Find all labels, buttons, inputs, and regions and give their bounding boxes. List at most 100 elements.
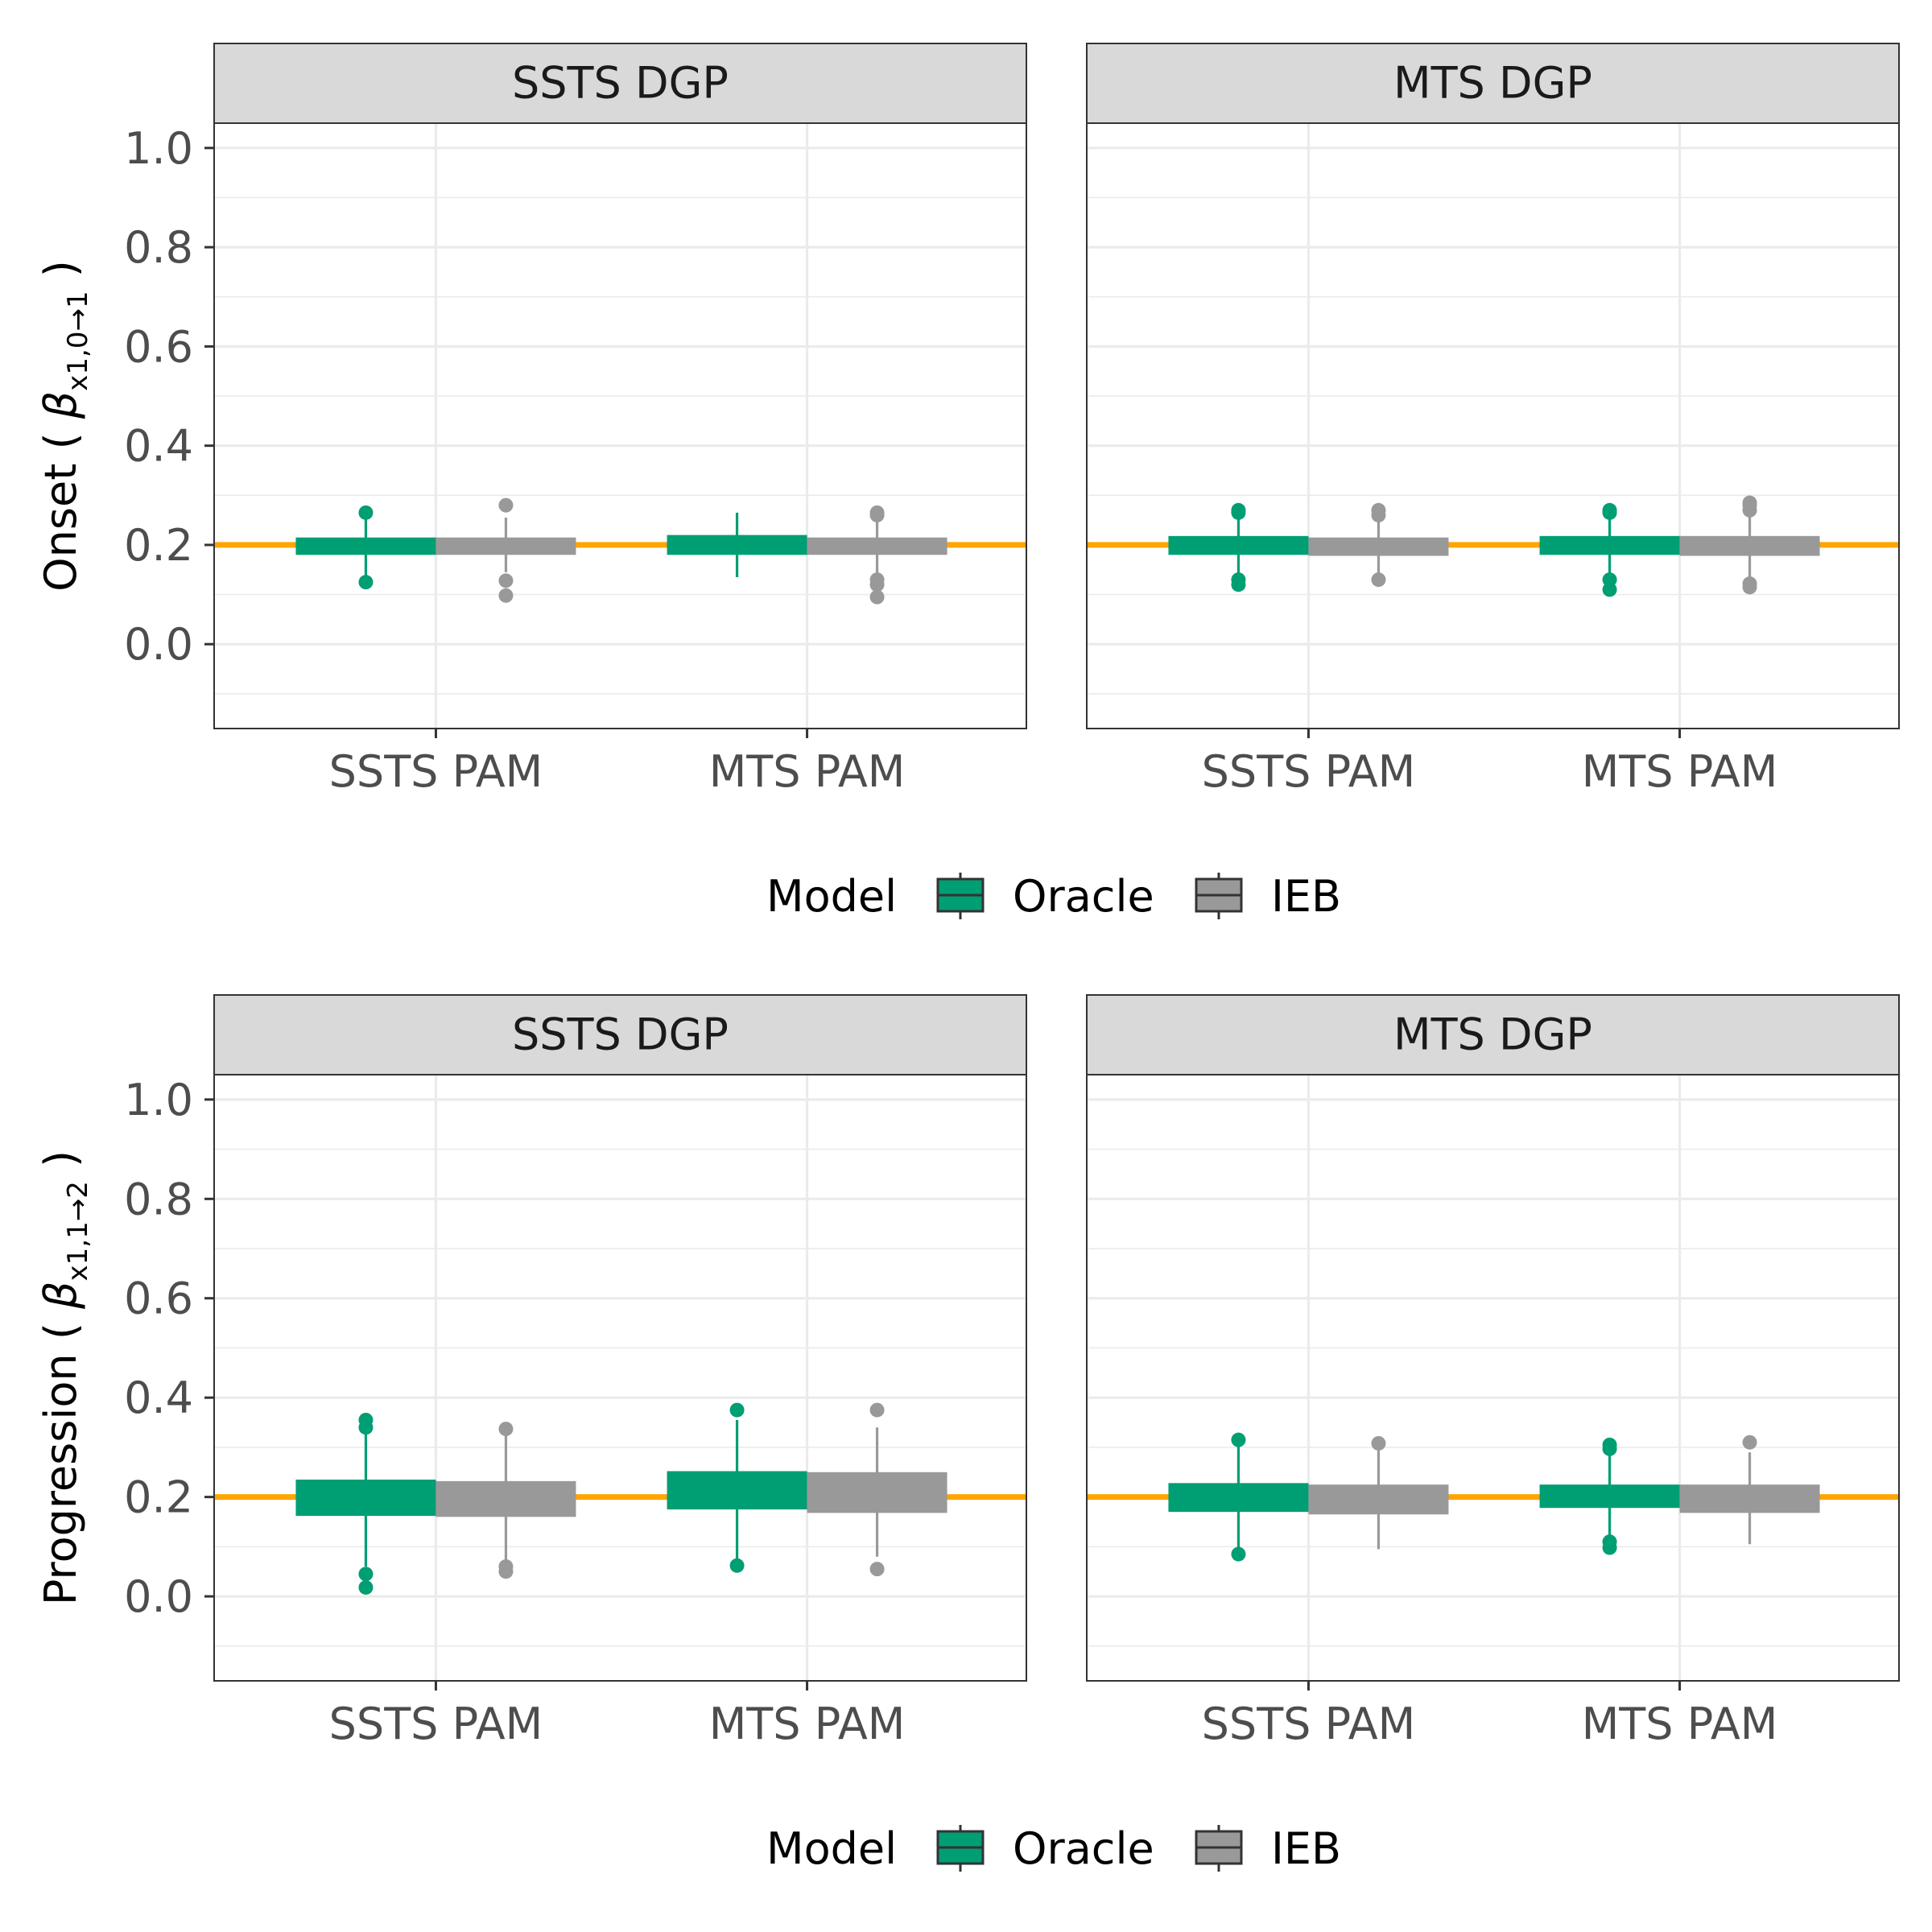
box-oracle-ssts-pam	[1168, 502, 1309, 592]
panel-background	[1087, 123, 1899, 729]
box-ieb-ssts-pam	[1308, 502, 1449, 588]
outlier-point	[1231, 577, 1246, 592]
box-oracle-ssts-pam	[295, 505, 436, 590]
x-tick-label: SSTS PAM	[329, 746, 543, 797]
outlier-point	[869, 1562, 885, 1577]
y-tick-label: 0.0	[124, 1571, 193, 1622]
outlier-point	[358, 575, 374, 590]
facet-strip	[1086, 994, 1900, 1075]
outlier-point	[1231, 1546, 1246, 1562]
box-oracle-mts-pam	[667, 512, 807, 577]
outlier-point	[1742, 580, 1757, 595]
y-tick-label: 0.2	[124, 520, 193, 571]
box-iqr	[807, 1472, 947, 1513]
y-axis-title-close: )	[35, 1150, 86, 1181]
outlier-point	[729, 1558, 745, 1573]
y-tick-label: 0.4	[124, 421, 193, 472]
box-iqr	[436, 1480, 576, 1517]
box-oracle-mts-pam	[1539, 502, 1680, 597]
outlier-point	[1602, 505, 1617, 520]
outlier-point	[1602, 582, 1617, 597]
panel-1-1: MTS DGP SSTS PAM MTS PAM	[1086, 994, 1900, 1749]
legend-key-oracle	[936, 873, 985, 919]
outlier-point	[869, 507, 885, 522]
x-tick-label: SSTS PAM	[1202, 1699, 1416, 1749]
outlier-point	[869, 1402, 885, 1418]
outlier-point	[869, 577, 885, 592]
y-tick-label: 0.8	[124, 1174, 193, 1224]
y-tick-label: 0.2	[124, 1472, 193, 1523]
outlier-point	[1371, 572, 1386, 588]
legend-label: IEB	[1271, 871, 1341, 922]
y-axis-title-close: )	[35, 260, 86, 291]
facet-strip	[213, 994, 1027, 1075]
y-tick-label: 0.8	[124, 222, 193, 273]
panel-background	[1087, 1075, 1899, 1681]
facet-title: SSTS DGP	[512, 1009, 729, 1060]
outlier-point	[1371, 1435, 1386, 1451]
y-axis-title-main: Onset (	[35, 419, 86, 592]
box-oracle-ssts-pam	[295, 1412, 436, 1595]
outlier-point	[498, 588, 514, 603]
outlier-point	[1231, 505, 1246, 520]
outlier-point	[1742, 1435, 1757, 1450]
box-ieb-ssts-pam	[436, 1422, 576, 1579]
box-iqr	[1679, 1484, 1820, 1513]
legend: Model Oracle IEB	[766, 871, 1341, 922]
outlier-point	[498, 573, 514, 588]
y-tick-label: 0.0	[124, 619, 193, 670]
y-tick-label: 0.4	[124, 1373, 193, 1423]
panel-0-1: MTS DGP SSTS PAM MTS PAM	[1086, 43, 1900, 797]
y-tick-label: 0.6	[124, 1274, 193, 1324]
outlier-point	[1602, 1540, 1617, 1555]
facet-strip	[213, 43, 1027, 124]
facet-title: MTS DGP	[1393, 58, 1592, 109]
outlier-point	[1602, 572, 1617, 588]
legend: Model Oracle IEB	[766, 1823, 1341, 1874]
y-axis-title-symbol: β	[35, 1281, 86, 1309]
y-tick-label: 0.6	[124, 321, 193, 372]
box-oracle-mts-pam	[667, 1402, 807, 1573]
box-ieb-ssts-pam	[1308, 1435, 1449, 1550]
legend-label: Oracle	[1013, 871, 1154, 922]
outlier-point	[498, 1564, 514, 1579]
legend-label: IEB	[1271, 1823, 1341, 1874]
legend-key-ieb	[1195, 1825, 1243, 1872]
outlier-point	[1742, 502, 1757, 518]
facet-strip	[1086, 43, 1900, 124]
panel-background	[214, 123, 1026, 729]
outlier-point	[358, 1579, 374, 1595]
outlier-point	[1602, 1441, 1617, 1456]
legend-label: Oracle	[1013, 1823, 1154, 1874]
outlier-point	[1231, 1432, 1246, 1447]
y-axis-title-subscript: x1,1→2	[62, 1181, 94, 1281]
legend-title: Model	[766, 871, 897, 922]
outlier-point	[358, 505, 374, 520]
outlier-point	[498, 497, 514, 513]
box-oracle-mts-pam	[1539, 1437, 1680, 1555]
box-oracle-ssts-pam	[1168, 1432, 1309, 1562]
box-ieb-ssts-pam	[436, 497, 576, 603]
x-tick-label: MTS PAM	[709, 1699, 906, 1749]
box-ieb-mts-pam	[1679, 495, 1820, 595]
outlier-point	[1371, 507, 1386, 522]
y-axis-title-main: Progression (	[35, 1309, 86, 1605]
outlier-point	[358, 1420, 374, 1435]
box-ieb-mts-pam	[807, 505, 947, 605]
box-iqr	[667, 1471, 807, 1510]
y-axis-title-subscript: x1,0→1	[62, 291, 94, 390]
box-ieb-mts-pam	[807, 1402, 947, 1577]
facet-title: MTS DGP	[1393, 1009, 1592, 1060]
outlier-point	[869, 589, 885, 605]
legend-key-ieb	[1195, 873, 1243, 919]
x-tick-label: SSTS PAM	[1202, 746, 1416, 797]
facet-title: SSTS DGP	[512, 58, 729, 109]
outlier-point	[358, 1567, 374, 1582]
panel-0-0: SSTS DGP SSTS PAM MTS PAM 0.0 0.2 0.4 0.6 0.8 1.…	[124, 43, 1027, 797]
legend-key-oracle	[936, 1825, 985, 1872]
x-tick-label: MTS PAM	[709, 746, 906, 797]
x-tick-label: SSTS PAM	[329, 1699, 543, 1749]
y-tick-label: 1.0	[124, 1075, 193, 1125]
